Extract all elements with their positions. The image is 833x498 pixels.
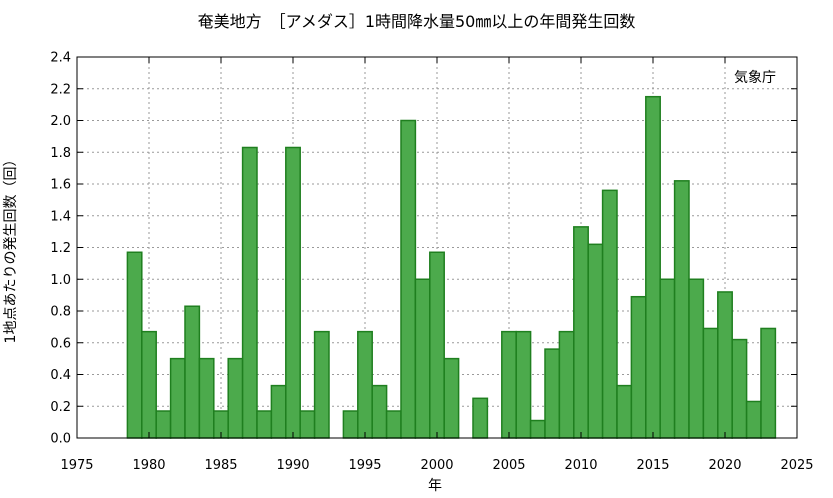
y-tick-label-6: 1.2	[50, 241, 71, 256]
bar-2000	[429, 251, 445, 439]
bar-1990	[285, 146, 301, 439]
x-tick-label-2: 1985	[204, 458, 237, 473]
y-tick-label-12: 2.4	[50, 51, 71, 66]
bar-1980	[141, 330, 157, 439]
x-tick-label-4: 1995	[348, 458, 381, 473]
bar-1994	[342, 410, 359, 439]
bar-1984	[198, 357, 215, 439]
y-tick-label-7: 1.4	[50, 209, 71, 224]
bar-2009	[558, 330, 575, 439]
y-tick-label-2: 0.4	[50, 368, 71, 383]
x-tick-label-5: 2000	[420, 458, 453, 473]
y-axis-label: 1地点あたりの発生回数（回）	[3, 152, 19, 344]
y-tick-label-11: 2.2	[50, 82, 71, 97]
bar-1981	[155, 410, 172, 439]
x-tick-label-7: 2010	[564, 458, 597, 473]
bar-2014	[630, 295, 647, 439]
x-tick-label-6: 2005	[492, 458, 525, 473]
y-tick-label-10: 2.0	[50, 114, 71, 129]
bar-1982	[169, 357, 186, 439]
bar-1995	[357, 330, 373, 439]
x-tick-label-8: 2015	[636, 458, 669, 473]
bar-1979	[126, 251, 143, 439]
y-tick-label-0: 0.0	[50, 432, 71, 447]
bar-2016	[659, 278, 676, 439]
bar-1987	[241, 146, 258, 439]
bar-2010	[573, 226, 589, 439]
bars	[126, 95, 777, 439]
bar-1992	[313, 330, 330, 439]
credit-label: 気象庁	[734, 70, 776, 86]
bar-1999	[414, 278, 431, 439]
chart-title: 奄美地方 ［アメダス］1時間降水量50㎜以上の年間発生回数	[197, 12, 636, 31]
y-tick-label-1: 0.2	[50, 400, 71, 415]
bar-1986	[227, 357, 244, 439]
bar-2006	[515, 330, 532, 439]
bar-2019	[702, 327, 719, 439]
bar-2007	[529, 419, 546, 439]
ticks: 0.0 0.2 0.4 0.6 0.8 1.0 1.2 1.4 1.6 1.8 2.0 2.2 2.4 1…	[50, 51, 813, 474]
bar-1997	[385, 410, 402, 439]
y-tick-label-4: 0.8	[50, 305, 71, 320]
bar-1998	[400, 119, 417, 439]
bar-2012	[601, 189, 618, 439]
x-tick-label-1: 1980	[132, 458, 165, 473]
bar-2015	[645, 95, 661, 439]
x-tick-label-9: 2020	[708, 458, 741, 473]
bar-2011	[587, 243, 604, 439]
x-tick-label-10: 2025	[780, 458, 813, 473]
bar-2018	[688, 278, 705, 439]
bar-2008	[544, 348, 561, 439]
bar-2005	[501, 330, 517, 439]
bar-2020	[717, 291, 733, 439]
x-tick-label-3: 1990	[276, 458, 309, 473]
bar-1991	[299, 410, 316, 439]
bar-2013	[616, 384, 633, 439]
y-tick-label-9: 1.8	[50, 146, 71, 161]
x-tick-label-0: 1975	[60, 458, 93, 473]
bar-1989	[270, 384, 287, 439]
bar-1988	[256, 410, 273, 439]
y-tick-label-3: 0.6	[50, 336, 71, 351]
bar-2001	[443, 357, 460, 439]
bar-2022	[745, 400, 762, 439]
y-tick-label-8: 1.6	[50, 178, 71, 193]
bar-2023	[760, 327, 777, 439]
bar-2017	[673, 180, 690, 439]
bar-2003	[472, 397, 489, 439]
bar-1996	[371, 384, 388, 439]
x-axis-label: 年	[428, 478, 442, 494]
y-tick-label-5: 1.0	[50, 273, 71, 288]
bar-2021	[731, 338, 748, 439]
bar-1983	[184, 305, 201, 439]
